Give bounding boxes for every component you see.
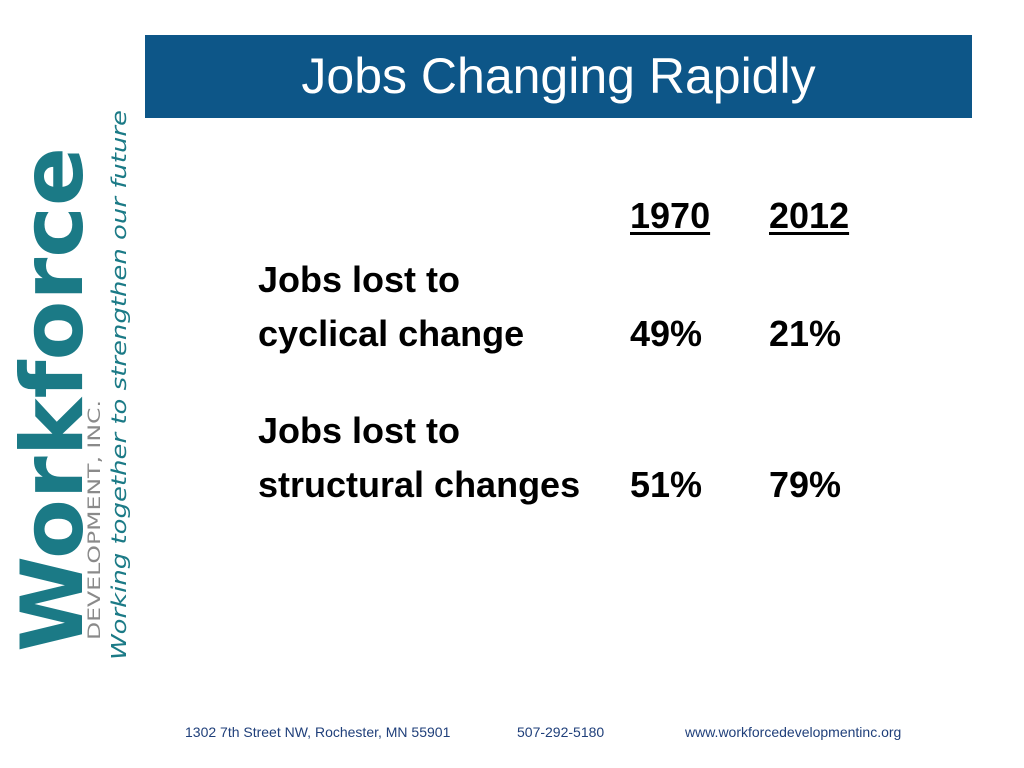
logo-tagline: Working together to strengthen our futur… — [107, 110, 131, 660]
footer-address: 1302 7th Street NW, Rochester, MN 55901 — [185, 724, 451, 740]
logo-name: Workforce — [3, 147, 103, 652]
row-label: Jobs lost to — [258, 410, 461, 451]
cell-value: 79% — [769, 464, 842, 505]
column-header: 1970 — [630, 195, 711, 236]
column-header: 2012 — [769, 195, 850, 236]
footer-phone: 507-292-5180 — [517, 724, 605, 740]
cell-value: 21% — [769, 313, 842, 354]
row-label: structural changes — [258, 464, 581, 505]
title-bar — [145, 35, 972, 118]
footer-website: www.workforcedevelopmentinc.org — [685, 724, 902, 740]
cell-value: 49% — [630, 313, 703, 354]
logo-subtitle: DEVELOPMENT, INC. — [85, 400, 105, 640]
logo: Workforce DEVELOPMENT, INC. Working toge… — [3, 110, 131, 660]
cell-value: 51% — [630, 464, 703, 505]
row-label: cyclical change — [258, 313, 525, 354]
slide-title: Jobs Changing Rapidly — [301, 48, 816, 104]
row-label: Jobs lost to — [258, 259, 461, 300]
